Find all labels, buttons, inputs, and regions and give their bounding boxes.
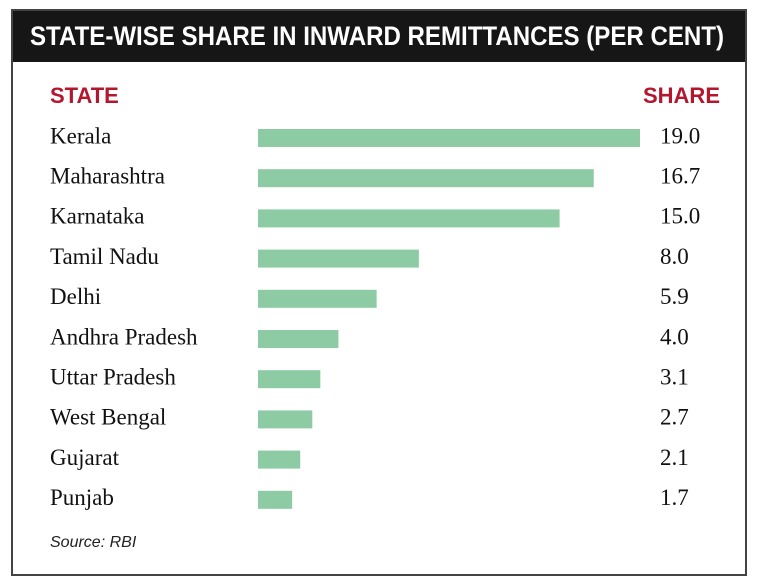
value-label: 16.7 <box>660 163 700 188</box>
category-label: Punjab <box>50 485 114 510</box>
chart-title: STATE-WISE SHARE IN INWARD REMITTANCES (… <box>30 21 724 51</box>
category-label: Delhi <box>50 284 101 309</box>
bar <box>258 129 640 147</box>
value-label: 8.0 <box>660 244 689 269</box>
value-label: 4.0 <box>660 324 689 349</box>
title-bar <box>13 11 745 62</box>
category-label: Karnataka <box>50 204 145 229</box>
value-label: 3.1 <box>660 364 689 389</box>
category-label: Tamil Nadu <box>50 244 159 269</box>
bar <box>258 289 377 308</box>
bar <box>258 169 594 188</box>
bar <box>258 410 313 429</box>
category-header: STATE <box>50 83 119 108</box>
value-label: 2.1 <box>660 445 689 470</box>
bar <box>258 490 293 509</box>
bar <box>258 450 301 469</box>
source-note: Source: RBI <box>50 534 137 551</box>
category-label: Maharashtra <box>50 163 165 188</box>
bar <box>258 249 419 268</box>
value-label: 5.9 <box>660 284 689 309</box>
category-label: Uttar Pradesh <box>50 364 176 389</box>
value-label: 19.0 <box>660 123 700 148</box>
bar <box>258 370 321 389</box>
category-label: Andhra Pradesh <box>50 324 198 349</box>
value-label: 2.7 <box>660 405 689 430</box>
category-label: West Bengal <box>50 405 166 430</box>
value-label: 1.7 <box>660 485 689 510</box>
value-header: SHARE <box>643 83 720 108</box>
category-label: Kerala <box>50 123 111 148</box>
category-label: Gujarat <box>50 445 120 470</box>
frame <box>11 9 747 576</box>
value-label: 15.0 <box>660 204 700 229</box>
bar <box>258 330 339 348</box>
bar <box>258 209 560 228</box>
